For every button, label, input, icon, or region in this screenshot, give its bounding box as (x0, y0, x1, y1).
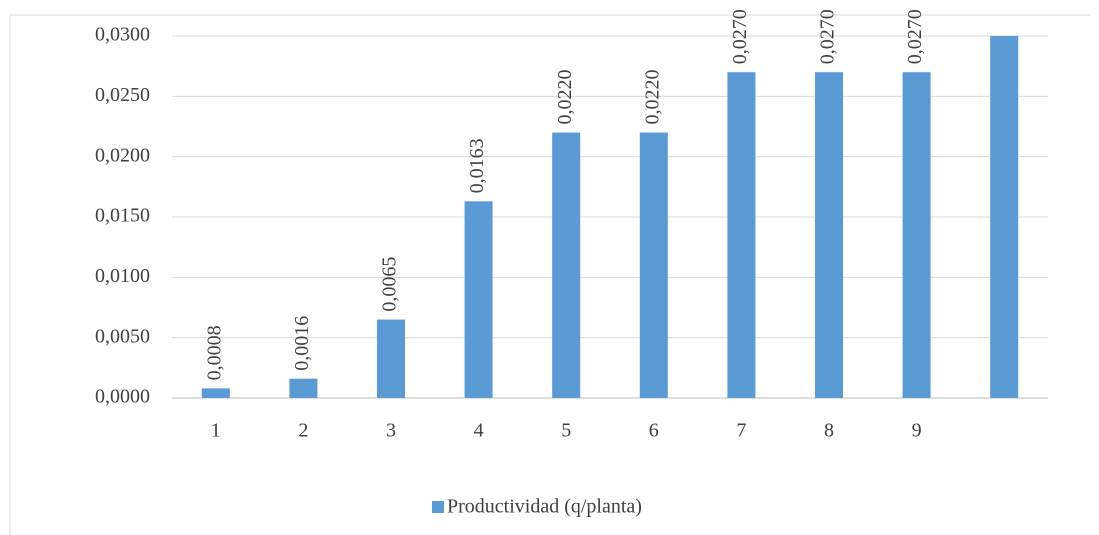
data-label: 0,0220 (554, 70, 576, 125)
y-tick-label: 0,0050 (95, 325, 150, 347)
bar (902, 72, 931, 398)
bar (815, 72, 843, 398)
data-label: 0,0016 (291, 316, 313, 371)
x-tick-label: 4 (474, 420, 484, 442)
y-tick-label: 0,0000 (95, 386, 150, 408)
y-tick-label: 0,0300 (95, 24, 150, 46)
chart-border (9, 14, 1090, 535)
x-tick-label: 6 (649, 420, 659, 442)
data-label: 0,0220 (641, 70, 663, 125)
y-tick-label: 0,0250 (95, 84, 150, 106)
x-tick-label: 5 (561, 420, 571, 442)
bar (990, 36, 1019, 398)
legend-label: Productividad (q/planta) (447, 496, 642, 518)
x-tick-label: 3 (386, 420, 396, 442)
bar (289, 378, 318, 398)
x-tick-label: 7 (736, 420, 746, 442)
y-tick-label: 0,0100 (95, 265, 150, 287)
x-tick-label: 8 (824, 420, 834, 442)
legend-swatch (432, 501, 444, 513)
x-tick-label: 2 (298, 420, 308, 442)
bar (552, 132, 581, 399)
bar (377, 319, 405, 398)
data-label: 0,0270 (904, 9, 926, 64)
bar (727, 72, 756, 398)
bar (464, 201, 493, 398)
data-label: 0,0008 (203, 325, 225, 380)
y-tick-label: 0,0200 (95, 144, 150, 166)
bar (639, 132, 668, 399)
bar (201, 388, 230, 398)
y-tick-label: 0,0150 (95, 205, 150, 227)
data-label: 0,0270 (817, 9, 839, 64)
x-tick-label: 9 (912, 420, 922, 442)
x-tick-label: 1 (211, 420, 221, 442)
data-label: 0,0163 (466, 138, 488, 193)
data-label: 0,0065 (379, 257, 401, 312)
data-label: 0,0270 (729, 9, 751, 64)
